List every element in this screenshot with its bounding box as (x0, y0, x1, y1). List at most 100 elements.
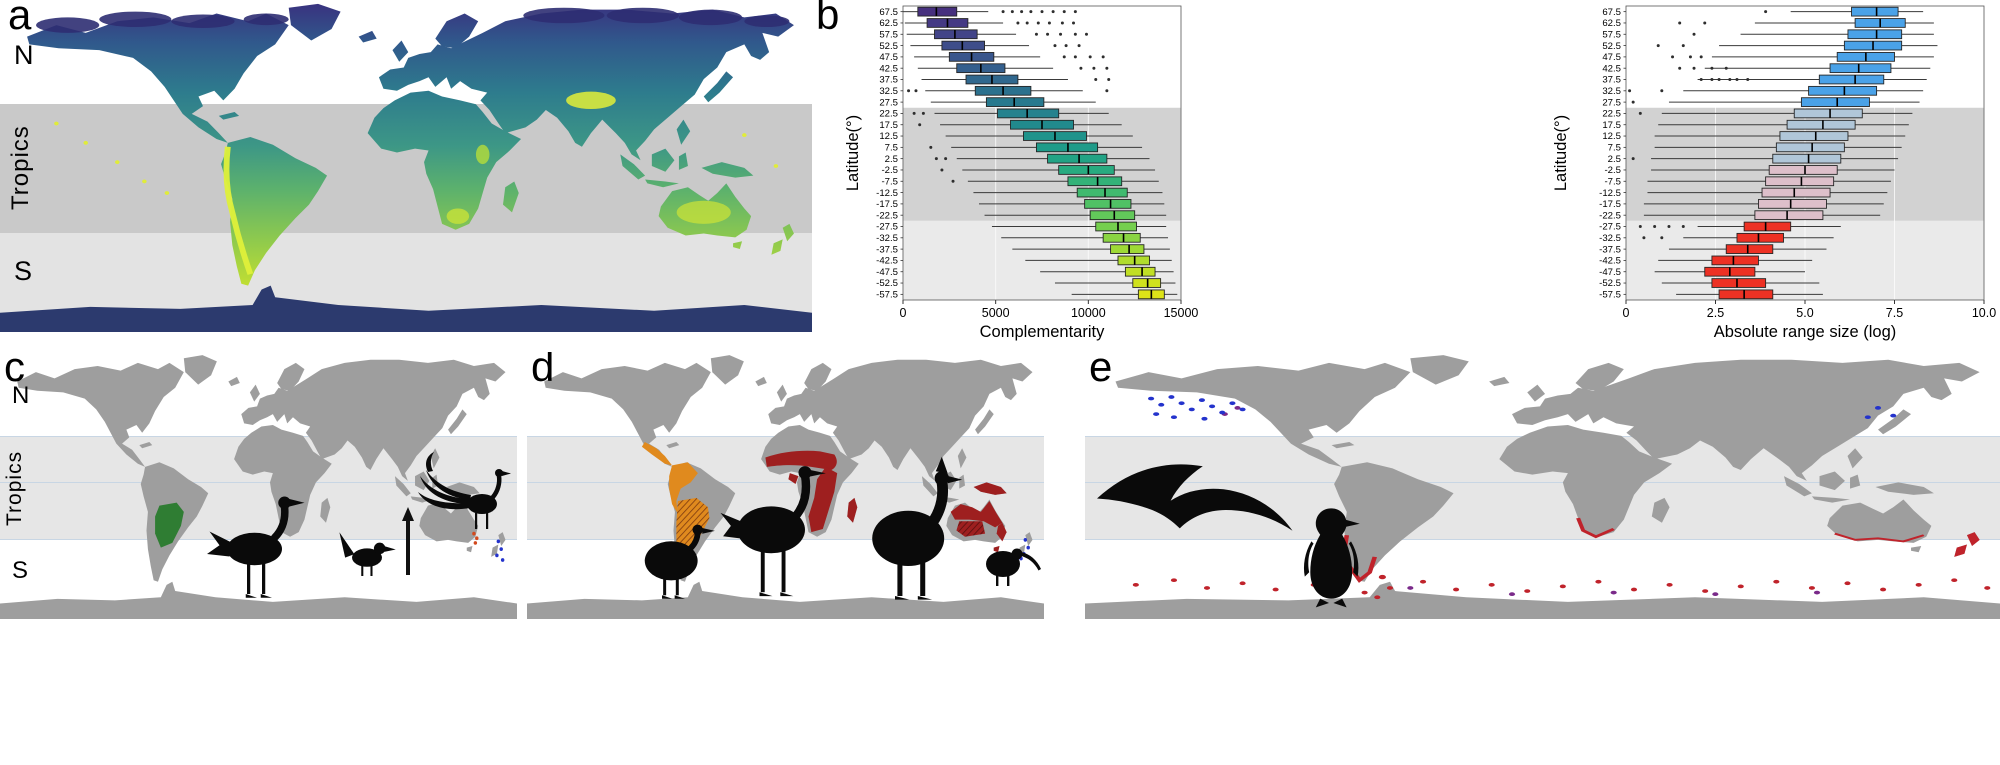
outlier-point (1699, 78, 1703, 82)
x-tick-label: 10.0 (1972, 306, 1996, 320)
y-tick-label: -52.5 (1599, 278, 1621, 289)
y-tick-label: -52.5 (876, 278, 898, 289)
y-tick-label: 22.5 (1602, 109, 1621, 120)
box-lat--12.5 (1761, 187, 1831, 198)
range-dot-north-pacific (1148, 396, 1155, 401)
outlier-point (1040, 10, 1044, 14)
y-tick-label: 67.5 (1602, 7, 1621, 18)
range-dot-subantarctic (1808, 586, 1815, 590)
y-tick-label: -42.5 (876, 256, 898, 267)
range-dot-north-pacific (1198, 398, 1205, 402)
box-lat-2.5 (1047, 153, 1108, 164)
range-dot-north-pacific (1201, 416, 1208, 421)
y-tick-label: -22.5 (1599, 210, 1621, 221)
y-tick-label: -32.5 (876, 233, 898, 244)
range-dot-kiwi-new-zealand (1023, 537, 1028, 542)
range-dot-subantarctic (1170, 578, 1178, 583)
landmass-borneo (1819, 471, 1845, 491)
y-tick-label: 42.5 (1602, 63, 1621, 74)
range-dot-purple (1813, 590, 1821, 595)
y-tick-label: 22.5 (879, 109, 898, 120)
range-dot-purple (1712, 592, 1719, 597)
range-dot-subantarctic (1773, 579, 1780, 584)
equator-line (527, 482, 1044, 483)
y-tick-label: -32.5 (1599, 233, 1621, 244)
landmass-antarctica (0, 285, 812, 332)
range-dot-north-pacific (1874, 406, 1882, 410)
range-dot-north-pacific (1178, 401, 1185, 406)
outlier-point (1660, 236, 1664, 240)
outlier-point (1010, 10, 1014, 14)
y-tick-label: -37.5 (1599, 244, 1621, 255)
range-dot-subantarctic (1239, 581, 1246, 586)
landmass-new-zealand-north (498, 532, 506, 547)
range-dot-north-pacific (1209, 404, 1216, 409)
south-africa-high-values (446, 208, 470, 224)
box-lat--57.5 (1718, 289, 1774, 300)
y-tick-label: 62.5 (879, 18, 898, 29)
outlier-point (1073, 55, 1077, 59)
outlier-point (1107, 78, 1111, 82)
y-tick-label: 62.5 (1602, 18, 1621, 29)
east-africa-high-values (475, 144, 490, 165)
box-lat-32.5 (1808, 85, 1878, 96)
landmass-greenland (183, 355, 217, 385)
landmass-iceland (755, 376, 767, 387)
island-cell (142, 179, 147, 184)
y-tick-label: -47.5 (876, 267, 898, 278)
outlier-point (1060, 21, 1064, 25)
island-cell (83, 140, 88, 145)
box-lat--17.5 (1084, 199, 1132, 209)
outlier-point (1084, 32, 1088, 36)
x-tick-label: 2.5 (1707, 306, 1724, 320)
y-tick-label: 27.5 (1602, 97, 1621, 108)
y-tick-label: -17.5 (876, 199, 898, 210)
range-dot-new-zealand (499, 547, 503, 552)
outlier-point (1051, 10, 1055, 14)
y-tick-label: -37.5 (876, 244, 898, 255)
box-lat-42.5 (1829, 63, 1892, 74)
range-dot-subantarctic (1419, 579, 1427, 584)
lyrebird-silhouette (418, 452, 511, 529)
outlier-point (1079, 66, 1083, 70)
albatross-silhouette (1097, 464, 1293, 531)
landmass-japan (1878, 409, 1912, 435)
range-dot-subantarctic (1374, 595, 1381, 600)
box-lat--52.5 (1132, 278, 1162, 288)
plot-frame (902, 5, 1182, 301)
y-tick-label: 27.5 (879, 97, 898, 108)
range-dot-se-australia (472, 531, 476, 536)
y-tick-label: 17.5 (879, 120, 898, 131)
box-lat-37.5 (1818, 74, 1885, 85)
box-lat-7.5 (1775, 142, 1845, 153)
panel-d: d (527, 352, 1044, 765)
world-map-ranges-c (0, 355, 517, 619)
panel-label-a: a (8, 0, 32, 38)
range-red-new-zealand-south (1954, 544, 1967, 557)
landmass-sumatra (394, 476, 411, 497)
outlier-point (1073, 32, 1077, 36)
landmass-scandinavia (435, 13, 479, 49)
y-axis-label: Latitude(°) (845, 115, 862, 191)
world-map-complementarity (0, 3, 812, 332)
panel-e: e (1085, 352, 2000, 765)
range-red-west-africa (788, 473, 799, 484)
y-tick-label: -12.5 (1599, 188, 1621, 199)
landmass-sulawesi (678, 152, 688, 170)
range-red-hatched-central-australia (956, 521, 986, 537)
box-lat-17.5 (1786, 119, 1856, 130)
box-lat--2.5 (1058, 165, 1115, 175)
landmass-antarctica (0, 581, 517, 619)
equator-line (1085, 482, 2000, 483)
range-dot-subantarctic (1559, 584, 1566, 589)
outlier-point (1001, 10, 1005, 14)
range-orange-andes (669, 462, 698, 514)
y-tick-label: 42.5 (879, 63, 898, 74)
outlier-point (1728, 78, 1732, 82)
range-dot-subantarctic (1630, 587, 1638, 592)
outlier-point (1656, 44, 1660, 48)
range-dot-north-pacific (1239, 407, 1246, 412)
landmass-cuba (1331, 442, 1355, 449)
tropic-of-capricorn-line (1085, 539, 2000, 540)
landmass-tasmania (466, 546, 473, 553)
